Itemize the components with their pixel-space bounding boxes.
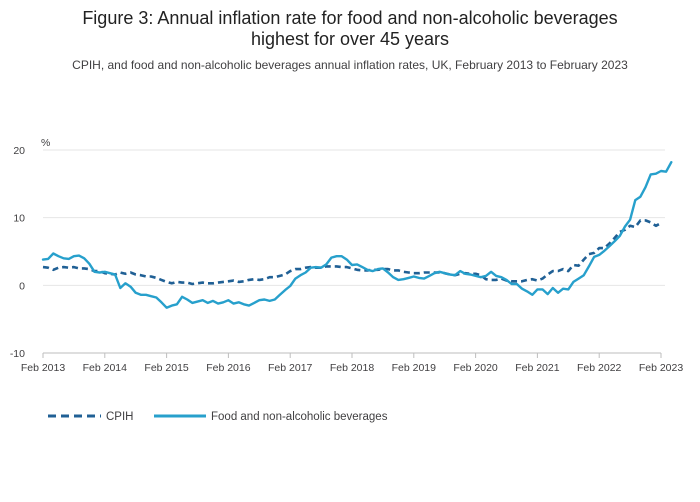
- cpih-series-line: [42, 219, 662, 286]
- title-line-1: Figure 3: Annual inflation rate for food…: [82, 8, 618, 28]
- gridlines: [43, 149, 665, 286]
- chart-subtitle: CPIH, and food and non-alcoholic beverag…: [72, 58, 628, 72]
- y-tick-label: -10: [10, 348, 25, 360]
- x-tick-label: Feb 2016: [206, 362, 251, 374]
- y-axis: -10 0 10 20%: [10, 137, 51, 360]
- legend-cpih-label: CPIH: [106, 411, 133, 423]
- x-tick-label: Feb 2018: [330, 362, 375, 374]
- y-axis-unit-label: %: [41, 137, 50, 149]
- food-series-line: [41, 161, 673, 309]
- y-tick-label: 0: [19, 280, 25, 292]
- x-tick-label: Feb 2021: [515, 362, 560, 374]
- x-tick-label: Feb 2022: [577, 362, 622, 374]
- x-tick-label: Feb 2014: [83, 362, 128, 374]
- x-tick-label: Feb 2013: [21, 362, 66, 374]
- x-tick-label: Feb 2015: [144, 362, 189, 374]
- x-tick-label: Feb 2019: [392, 362, 437, 374]
- legend-food-label: Food and non-alcoholic beverages: [211, 411, 388, 423]
- chart-title: Figure 3: Annual inflation rate for food…: [0, 8, 700, 50]
- x-axis: Feb 2013 Feb 2014 Feb 2015 Feb 2016 Feb 2017…: [21, 352, 684, 374]
- y-tick-label: 10: [13, 213, 25, 225]
- series-lines: [41, 161, 673, 309]
- x-tick-label: Feb 2023: [639, 362, 684, 374]
- x-tick-label: Feb 2020: [453, 362, 498, 374]
- x-tick-label: Feb 2017: [268, 362, 313, 374]
- title-line-2: highest for over 45 years: [250, 29, 450, 49]
- legend: CPIH Food and non-alcoholic beverages: [48, 411, 388, 423]
- y-tick-label: 20: [13, 145, 25, 157]
